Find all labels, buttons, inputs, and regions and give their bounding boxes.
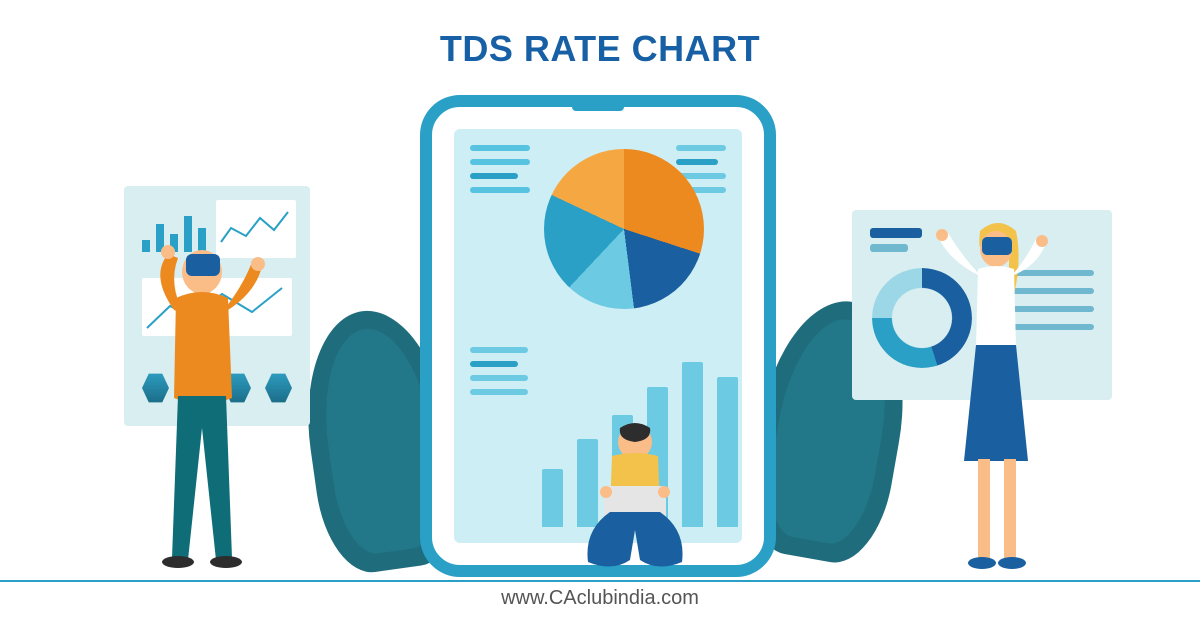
text-lines-icon — [470, 145, 530, 201]
indicator-bar-icon — [870, 228, 922, 238]
person-seated-illustration — [560, 420, 710, 580]
person-right-illustration — [920, 215, 1070, 575]
person-left-illustration — [128, 228, 278, 568]
indicator-bar-icon — [870, 244, 908, 252]
footer-url: www.CAclubindia.com — [0, 587, 1200, 610]
pie-chart — [544, 149, 704, 309]
ground-line — [0, 580, 1200, 582]
tablet-camera-icon — [572, 103, 624, 111]
text-lines-icon — [470, 347, 528, 403]
